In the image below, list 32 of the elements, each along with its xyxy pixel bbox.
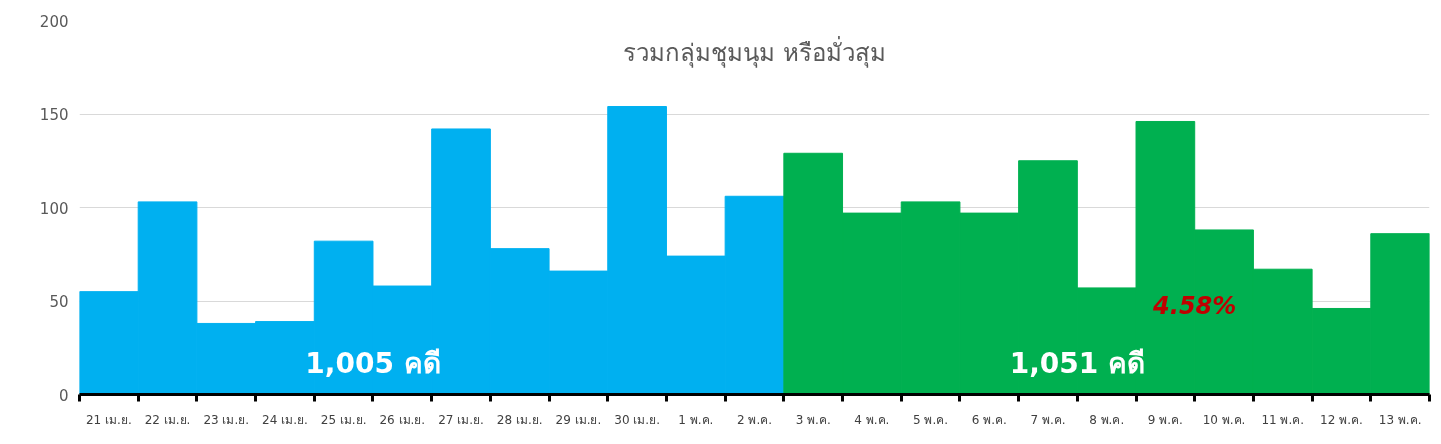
x-tick-label: 24 เม.ย. — [262, 412, 308, 427]
x-tick-label: 1 พ.ค. — [678, 412, 714, 427]
annotation: 4.58% — [1152, 291, 1237, 320]
y-tick-label: 200 — [39, 12, 69, 31]
annotation: 1,005 คดี — [305, 346, 441, 380]
x-tick-label: 3 พ.ค. — [795, 412, 831, 427]
x-tick-label: 12 พ.ค. — [1320, 412, 1363, 427]
x-tick-label: 6 พ.ค. — [971, 412, 1007, 427]
x-tick-label: 11 พ.ค. — [1261, 412, 1305, 427]
x-tick-label: 5 พ.ค. — [913, 412, 949, 427]
x-tick-label: 10 พ.ค. — [1202, 412, 1246, 427]
y-tick-label: 150 — [39, 106, 69, 124]
x-tick-label: 30 เม.ย. — [614, 412, 660, 427]
x-tick-label: 7 พ.ค. — [1030, 412, 1066, 427]
x-tick-label: 9 พ.ค. — [1147, 412, 1183, 427]
text: รวมกลุ่มชุมนุม หรือมั่วสุม — [623, 35, 886, 68]
x-tick-label: 8 พ.ค. — [1089, 412, 1125, 427]
x-tick-label: 23 เม.ย. — [203, 412, 250, 427]
annotation: 1,051 คดี — [1009, 346, 1145, 380]
x-tick-label: 21 เม.ย. — [85, 412, 132, 427]
x-tick-label: 13 พ.ค. — [1378, 412, 1422, 427]
x-tick-label: 26 เม.ย. — [379, 412, 426, 427]
y-tick-label: 0 — [58, 386, 69, 405]
y-tick-label: 50 — [49, 293, 69, 311]
x-tick-label: 29 เม.ย. — [555, 412, 602, 427]
x-tick-label: 28 เม.ย. — [496, 412, 543, 427]
x-tick-label: 2 พ.ค. — [736, 412, 773, 427]
y-tick-label: 100 — [39, 199, 69, 218]
x-tick-label: 25 เม.ย. — [320, 412, 367, 427]
x-tick-label: 4 พ.ค. — [854, 412, 890, 427]
x-tick-label: 22 เม.ย. — [144, 412, 191, 427]
x-tick-label: 27 เม.ย. — [438, 412, 484, 427]
